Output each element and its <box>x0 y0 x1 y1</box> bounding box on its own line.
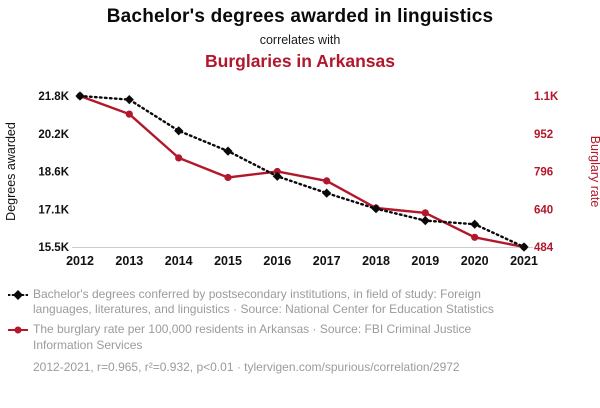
right-axis-tick: 484 <box>534 242 554 254</box>
marker-circle-burglary-rate <box>323 177 331 185</box>
x-axis-tick: 2013 <box>115 254 143 268</box>
right-axis-tick: 952 <box>534 129 553 141</box>
left-axis-tick: 18.6K <box>38 167 69 179</box>
left-axis-tick: 15.5K <box>38 242 69 254</box>
marker-circle-burglary-rate <box>273 167 281 176</box>
marker-circle-burglary-rate <box>421 209 429 217</box>
x-axis-tick: 2016 <box>263 254 291 268</box>
x-axis-tick: 2018 <box>362 254 390 268</box>
legend: Bachelor's degrees conferred by postseco… <box>8 287 508 375</box>
left-axis-tick: 17.1K <box>38 204 69 216</box>
degrees-series-icon <box>8 290 28 300</box>
page-title: Bachelor's degrees awarded in linguistic… <box>106 6 494 27</box>
marker-diamond-degrees <box>223 146 233 156</box>
chart-canvas: 21.8K 20.2K 18.6K 17.1K 15.5K 1.1K 952 796 640 48… <box>4 91 600 268</box>
legend-item-degrees: Bachelor's degrees conferred by postseco… <box>8 287 508 317</box>
marker-diamond-degrees <box>519 242 529 252</box>
marker-circle-burglary-rate <box>471 233 479 241</box>
x-axis-tick: 2012 <box>66 254 94 268</box>
x-axis-tick: 2014 <box>165 254 193 268</box>
right-axis-title: Burglary rate <box>588 136 600 208</box>
marker-diamond-degrees <box>322 188 332 198</box>
series-line-degrees <box>78 94 526 249</box>
right-axis-tick: 1.1K <box>534 91 559 103</box>
legend-label-degrees: Bachelor's degrees conferred by postseco… <box>33 287 494 317</box>
marker-circle-burglary-rate <box>175 154 183 162</box>
right-axis-tick: 640 <box>534 204 553 216</box>
marker-diamond-degrees <box>371 204 381 214</box>
x-axis-tick: 2019 <box>411 254 439 268</box>
legend-label-burglary: The burglary rate per 100,000 residents … <box>33 322 472 352</box>
stats-footer: 2012-2021, r=0.965, r²=0.932, p<0.01 · t… <box>33 359 460 374</box>
marker-diamond-degrees <box>75 91 85 101</box>
marker-diamond-degrees <box>470 219 480 229</box>
x-axis-tick: 2015 <box>214 254 242 268</box>
marker-diamond-degrees <box>124 95 134 105</box>
legend-item-burglary: The burglary rate per 100,000 residents … <box>8 322 508 352</box>
series-line-burglary-rate <box>79 94 525 249</box>
x-axis-tick: 2021 <box>510 254 538 268</box>
marker-circle-burglary-rate <box>224 173 232 182</box>
left-axis-title: Degrees awarded <box>4 122 18 221</box>
marker-diamond-degrees <box>420 216 430 226</box>
marker-diamond-degrees <box>272 171 282 181</box>
marker-circle-burglary-rate <box>125 110 133 118</box>
burglary-series-icon <box>8 326 28 334</box>
correlate-title: Burglaries in Arkansas <box>205 51 395 71</box>
x-axis-tick: 2017 <box>313 254 341 268</box>
left-axis-tick: 21.8K <box>38 91 69 103</box>
right-axis-tick: 796 <box>534 167 553 179</box>
marker-diamond-degrees <box>174 126 184 136</box>
x-axis-tick: 2020 <box>461 254 489 268</box>
left-axis-tick: 20.2K <box>38 129 69 141</box>
correlates-with-label: correlates with <box>259 33 341 47</box>
